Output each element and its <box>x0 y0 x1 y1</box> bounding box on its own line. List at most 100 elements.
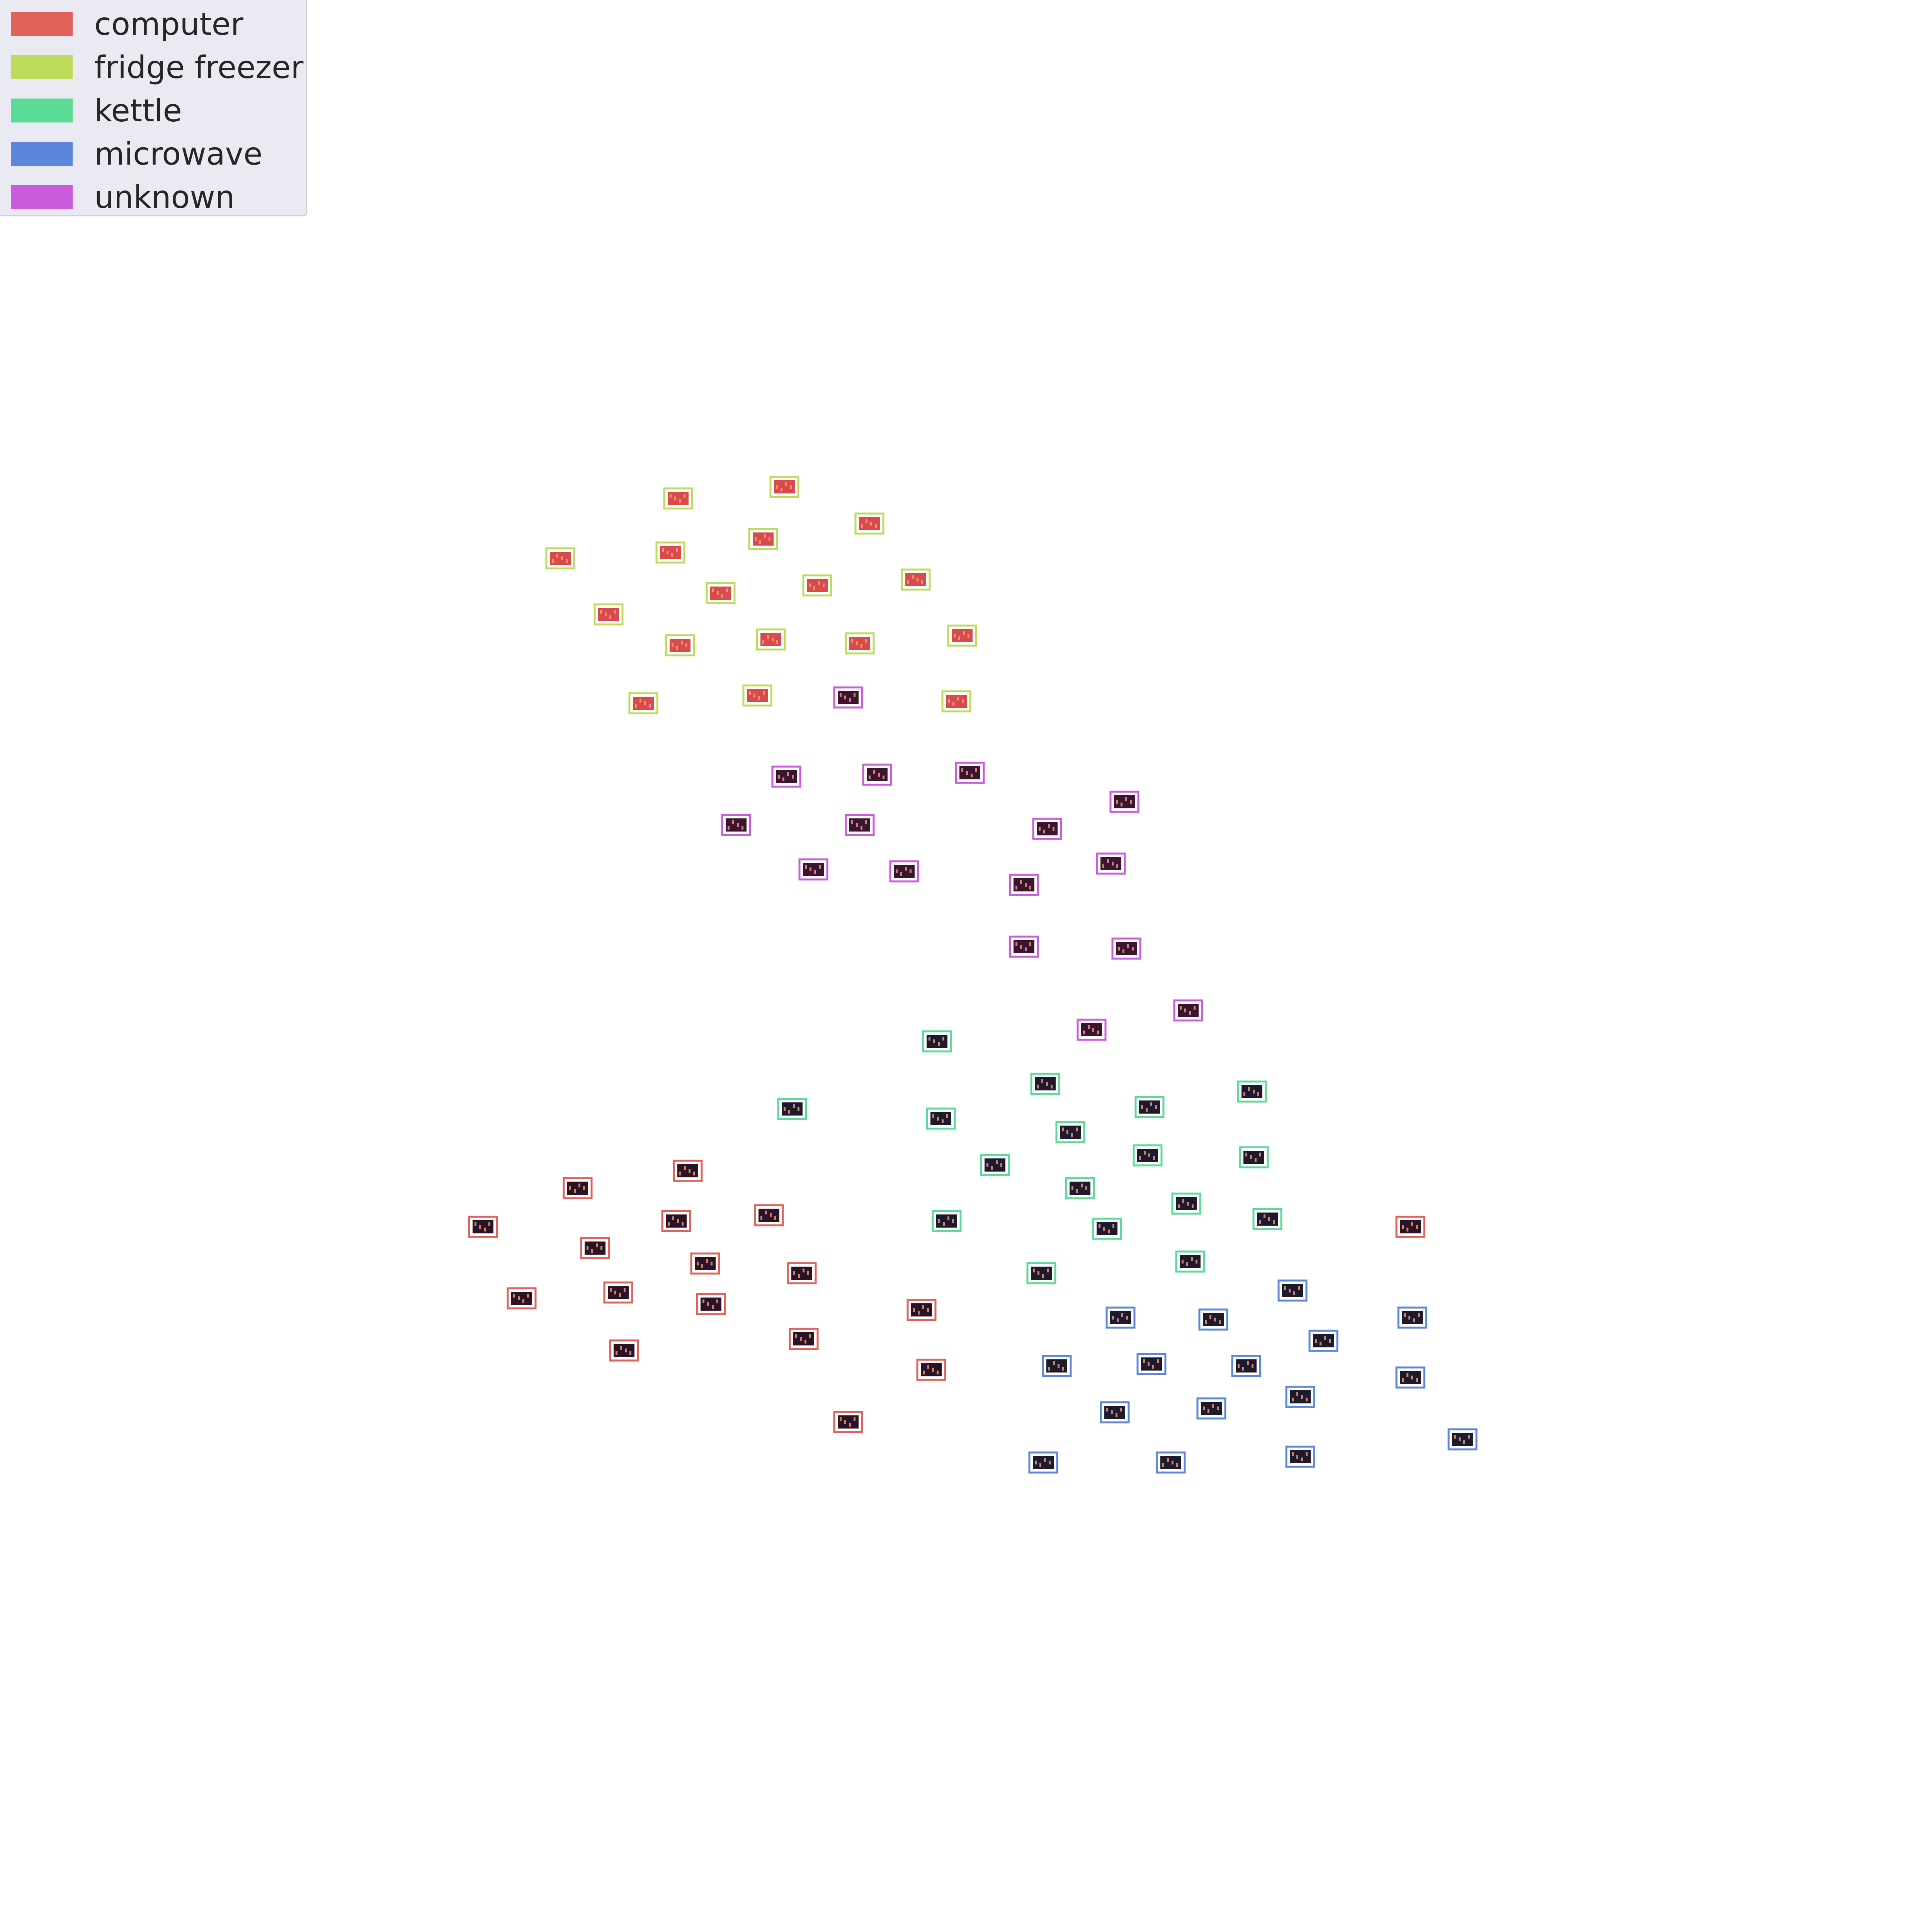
point-fridge-freezer <box>628 692 658 714</box>
point-computer <box>1395 1216 1425 1238</box>
point-microwave <box>1196 1397 1226 1420</box>
point-fridge-freezer <box>769 476 799 498</box>
point-computer <box>696 1293 726 1315</box>
point-fridge-freezer <box>706 582 736 604</box>
legend-item-unknown: unknown <box>11 178 235 216</box>
legend-swatch-computer <box>11 12 73 36</box>
point-unknown <box>1077 1019 1107 1041</box>
legend-label-kettle: kettle <box>94 92 182 129</box>
point-kettle <box>1026 1262 1056 1284</box>
point-computer <box>787 1262 817 1284</box>
point-kettle <box>922 1030 952 1053</box>
point-microwave <box>1285 1386 1315 1408</box>
point-microwave <box>1447 1428 1478 1451</box>
point-microwave <box>1100 1401 1130 1423</box>
point-computer <box>754 1204 784 1226</box>
point-kettle <box>1171 1192 1201 1215</box>
legend-item-computer: computer <box>11 5 243 43</box>
legend-label-fridge-freezer: fridge freezer <box>94 49 304 85</box>
point-unknown <box>1009 874 1039 896</box>
point-fridge-freezer <box>655 541 685 564</box>
point-kettle <box>777 1098 807 1120</box>
point-computer <box>789 1328 819 1350</box>
point-microwave <box>1198 1308 1228 1331</box>
point-fridge-freezer <box>802 574 832 597</box>
legend-swatch-microwave <box>11 142 73 166</box>
series-computer <box>468 1160 1425 1433</box>
legend-swatch-kettle <box>11 99 73 122</box>
legend-item-fridge-freezer: fridge freezer <box>11 48 303 87</box>
point-fridge-freezer <box>901 568 931 591</box>
legend-swatch-unknown <box>11 185 73 209</box>
point-fridge-freezer <box>845 632 875 655</box>
point-unknown <box>721 814 751 836</box>
point-kettle <box>1134 1096 1165 1118</box>
point-kettle <box>1055 1121 1085 1143</box>
point-microwave <box>1397 1306 1427 1329</box>
point-microwave <box>1277 1279 1308 1302</box>
point-kettle <box>1175 1250 1205 1273</box>
point-unknown <box>862 764 892 786</box>
point-unknown <box>1109 791 1139 813</box>
point-kettle <box>926 1107 956 1130</box>
point-unknown <box>1096 852 1126 875</box>
series-fridge-freezer <box>545 476 977 714</box>
point-unknown <box>798 858 828 881</box>
point-computer <box>603 1281 633 1304</box>
point-microwave <box>1028 1451 1058 1474</box>
series-kettle <box>777 1030 1282 1284</box>
point-computer <box>580 1237 610 1259</box>
legend-item-microwave: microwave <box>11 134 262 173</box>
point-computer <box>833 1411 863 1433</box>
legend-item-kettle: kettle <box>11 91 182 130</box>
point-unknown <box>1032 818 1062 840</box>
point-computer <box>690 1252 720 1275</box>
point-kettle <box>1237 1080 1267 1103</box>
point-kettle <box>1030 1073 1060 1095</box>
point-computer <box>906 1299 937 1321</box>
point-computer <box>563 1177 593 1199</box>
point-kettle <box>932 1210 962 1232</box>
point-microwave <box>1136 1353 1167 1375</box>
point-kettle <box>1065 1177 1095 1199</box>
point-microwave <box>1105 1306 1136 1329</box>
point-fridge-freezer <box>748 528 778 550</box>
point-fridge-freezer <box>545 547 575 570</box>
point-unknown <box>1009 935 1039 958</box>
point-microwave <box>1156 1451 1186 1474</box>
point-unknown <box>955 762 985 784</box>
legend: computer fridge freezer kettle microwave… <box>0 0 307 216</box>
legend-label-microwave: microwave <box>94 136 263 172</box>
point-computer <box>661 1210 691 1232</box>
point-fridge-freezer <box>947 624 977 647</box>
point-kettle <box>1092 1218 1122 1240</box>
point-microwave <box>1395 1366 1425 1389</box>
point-unknown <box>1173 999 1203 1022</box>
point-fridge-freezer <box>756 628 786 651</box>
point-kettle <box>1133 1144 1163 1167</box>
series-microwave <box>1028 1279 1478 1474</box>
point-computer <box>916 1359 946 1381</box>
point-unknown <box>845 814 875 836</box>
point-microwave <box>1285 1446 1315 1468</box>
point-computer <box>609 1339 639 1362</box>
point-computer <box>673 1160 703 1182</box>
point-fridge-freezer <box>594 603 624 626</box>
point-microwave <box>1231 1355 1261 1377</box>
point-fridge-freezer <box>665 634 695 656</box>
point-fridge-freezer <box>854 512 884 535</box>
point-microwave <box>1042 1355 1072 1377</box>
point-kettle <box>980 1154 1010 1176</box>
point-computer <box>468 1216 498 1238</box>
series-unknown <box>721 686 1203 1041</box>
point-fridge-freezer <box>663 487 693 510</box>
point-computer <box>507 1287 537 1310</box>
point-kettle <box>1239 1146 1269 1168</box>
point-unknown <box>889 860 919 883</box>
legend-swatch-fridge-freezer <box>11 55 73 79</box>
point-unknown <box>833 686 863 709</box>
legend-label-computer: computer <box>94 6 243 42</box>
point-fridge-freezer <box>742 684 772 707</box>
point-unknown <box>1111 937 1141 960</box>
